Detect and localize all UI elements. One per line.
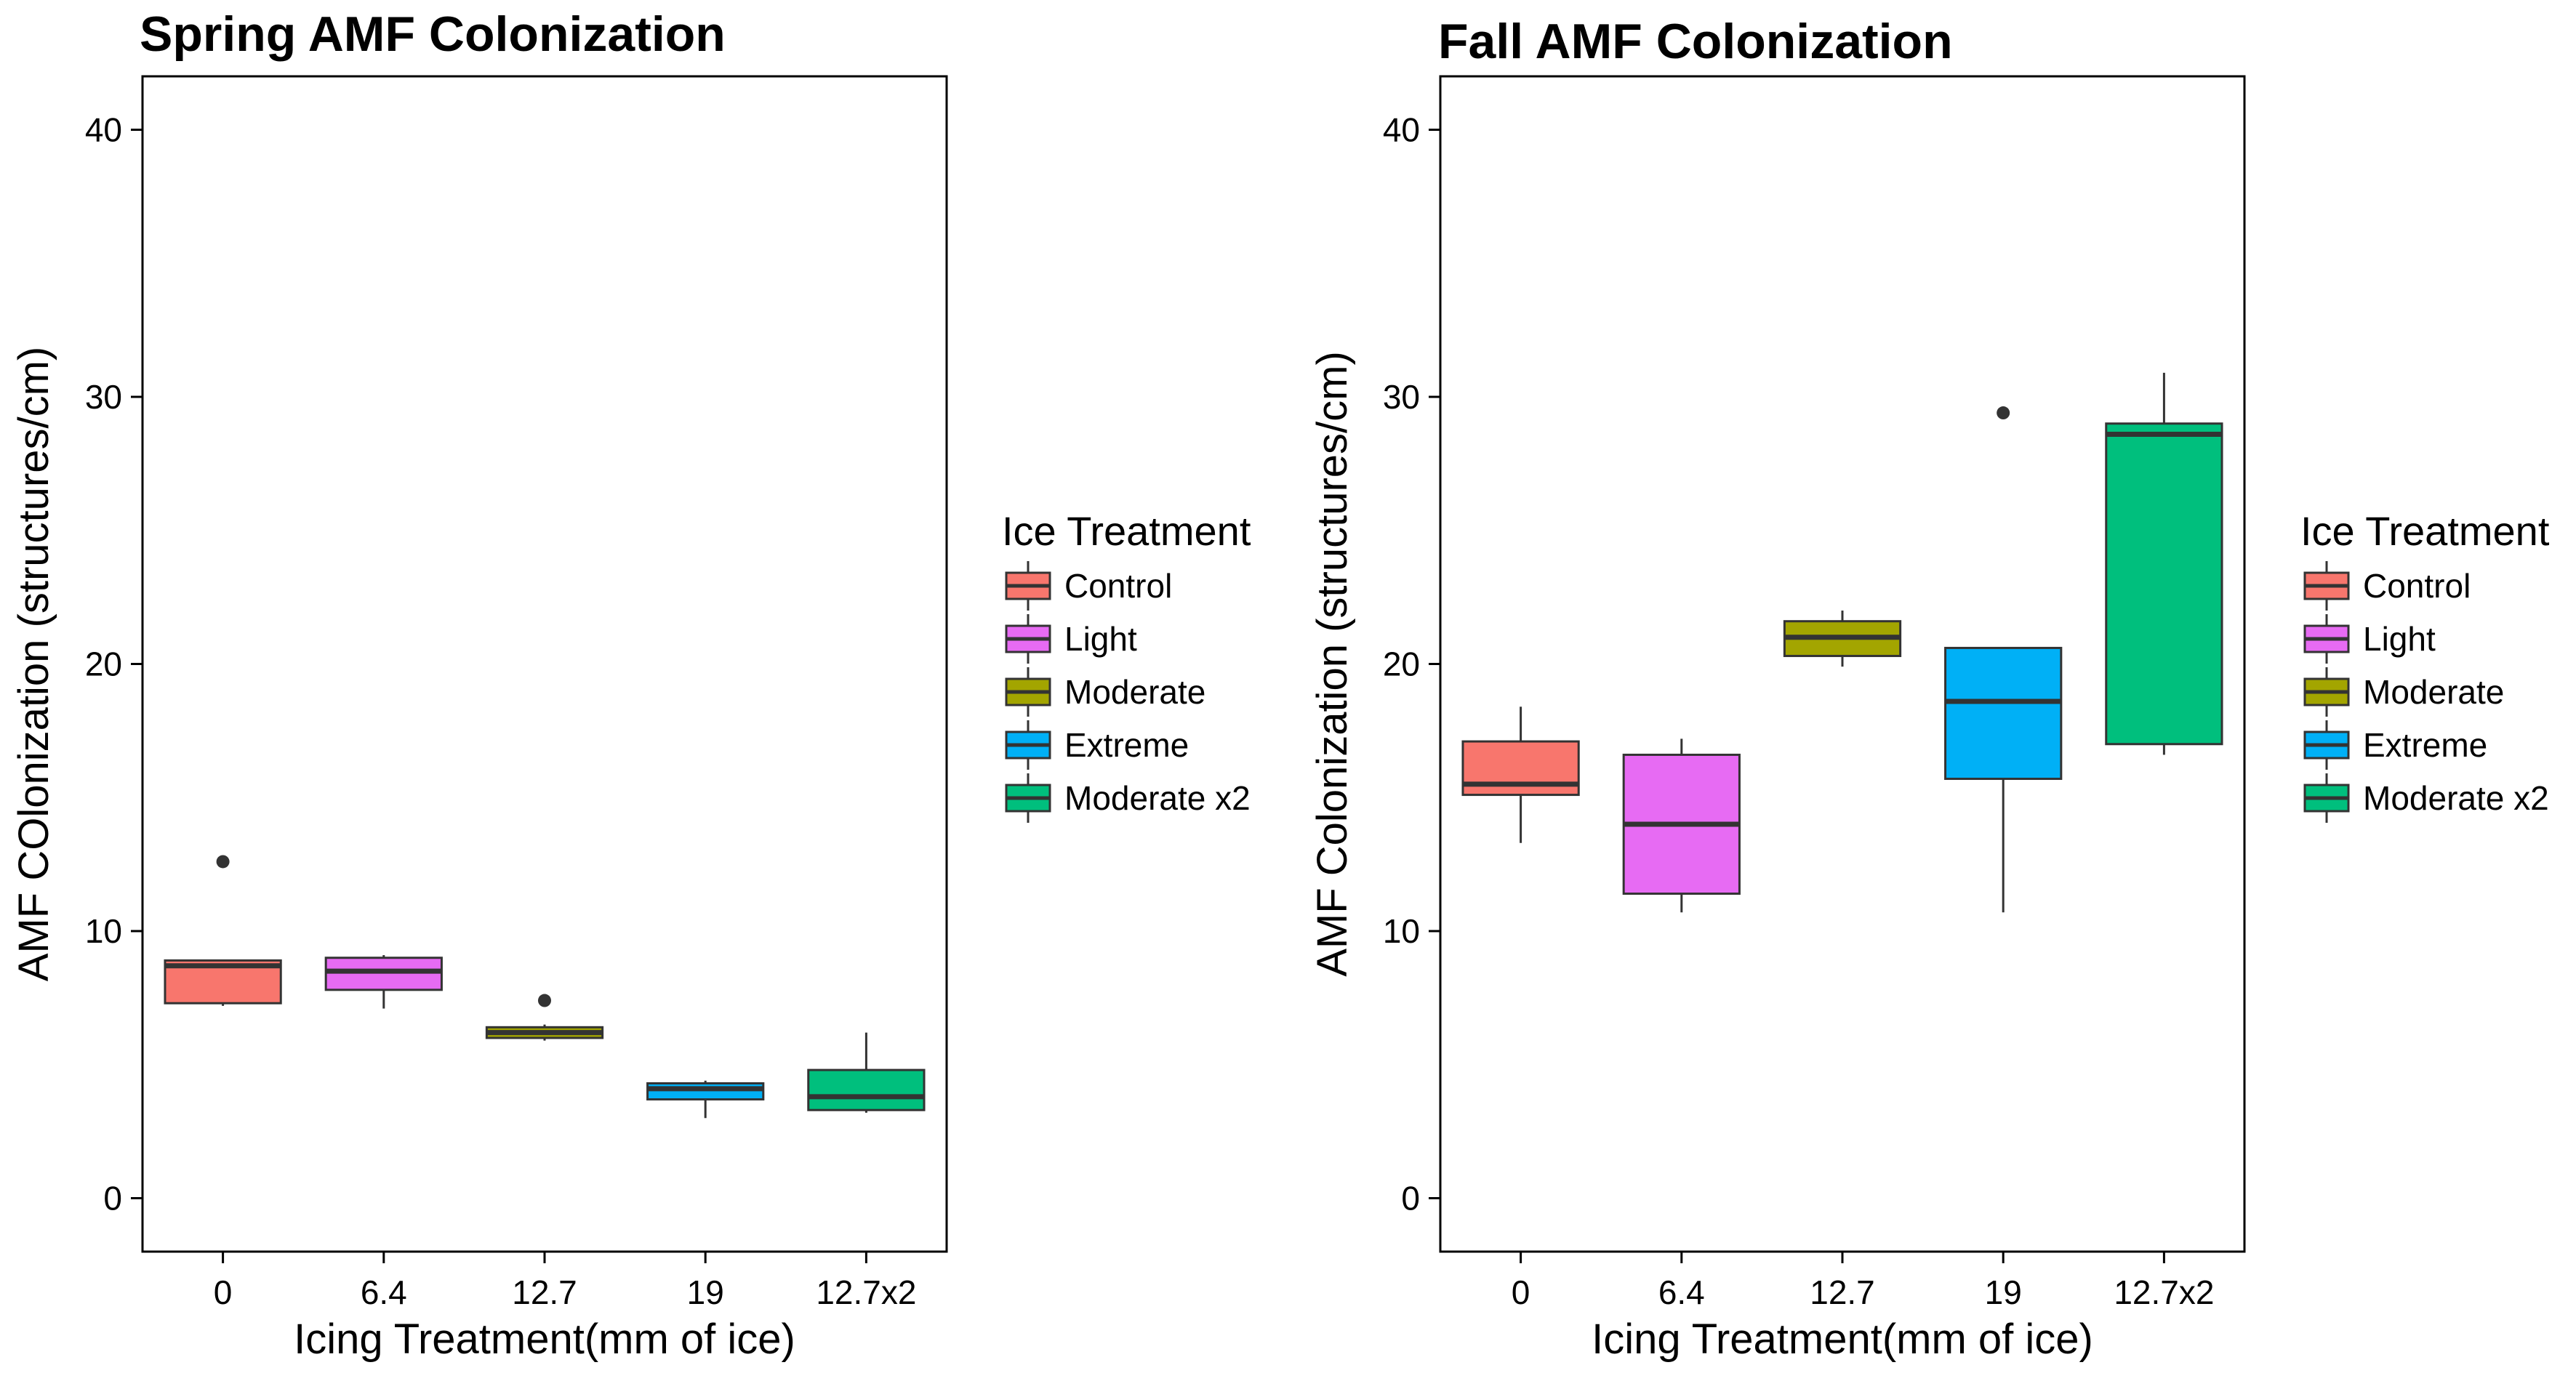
- x-tick-label: 12.7x2: [2114, 1273, 2214, 1311]
- legend-label: Moderate x2: [2363, 779, 2549, 817]
- y-tick-label: 40: [85, 111, 122, 149]
- legend-label: Extreme: [2363, 726, 2487, 764]
- box-light: [324, 955, 443, 1009]
- legend-label: Control: [1064, 567, 1172, 605]
- box-iqr: [1944, 646, 2063, 781]
- legend: Ice Treatment Control Light Moderate Extreme…: [2300, 508, 2550, 823]
- box-extreme: [646, 1080, 765, 1119]
- x-axis-title: Icing Treatment(mm of ice): [294, 1316, 795, 1363]
- legend-label: Moderate: [1064, 673, 1205, 711]
- y-tick-label: 0: [1401, 1180, 1420, 1217]
- legend-label: Moderate x2: [1064, 779, 1251, 817]
- x-axis-title: Icing Treatment(mm of ice): [1592, 1316, 2093, 1363]
- legend-item-moderate-x2: Moderate x2: [2303, 773, 2549, 823]
- panel-fall: Fall AMF Colonization 0 10 20 30 40 0 6.4 12.7 19…: [1309, 14, 2550, 1363]
- outlier-point: [1997, 406, 2010, 420]
- box-light: [1622, 738, 1741, 913]
- y-tick-label: 0: [103, 1180, 122, 1217]
- legend-label: Light: [1064, 620, 1137, 658]
- x-tick-label: 6.4: [361, 1273, 407, 1311]
- x-tick-label: 0: [214, 1273, 233, 1311]
- legend-item-control: Control: [1005, 561, 1172, 611]
- box-iqr: [1461, 740, 1580, 797]
- x-tick-label: 19: [687, 1273, 724, 1311]
- y-axis-title: AMF Colonization (structures/cm): [1309, 351, 1356, 977]
- legend-label: Control: [2363, 567, 2471, 605]
- x-tick-label: 0: [1512, 1273, 1530, 1311]
- box-iqr: [646, 1082, 765, 1101]
- legend-label: Light: [2363, 620, 2436, 658]
- outlier-point: [216, 855, 230, 869]
- legend: Ice Treatment Control Light Moderate Extreme…: [1002, 508, 1251, 823]
- legend-item-extreme: Extreme: [2303, 720, 2487, 770]
- box-control: [1461, 706, 1580, 843]
- box-iqr: [807, 1068, 926, 1111]
- legend-item-light: Light: [2303, 614, 2436, 664]
- box-iqr: [324, 957, 443, 991]
- y-tick-label: 30: [85, 378, 122, 416]
- legend-title: Ice Treatment: [1002, 508, 1251, 554]
- box-iqr: [2105, 422, 2223, 746]
- y-axis-title: AMF COlonization (structures/cm): [10, 347, 57, 981]
- legend-item-moderate: Moderate: [1005, 667, 1205, 717]
- legend-label: Moderate: [2363, 673, 2504, 711]
- chart-title: Fall AMF Colonization: [1438, 14, 1953, 69]
- x-tick-label: 19: [1985, 1273, 2022, 1311]
- box-moderate: [1783, 611, 1902, 667]
- x-tick-label: 6.4: [1658, 1273, 1705, 1311]
- y-tick-label: 40: [1383, 111, 1420, 149]
- y-tick-label: 10: [1383, 912, 1420, 950]
- y-tick-label: 20: [1383, 645, 1420, 683]
- y-tick-label: 20: [85, 645, 122, 683]
- x-tick-label: 12.7: [1810, 1273, 1875, 1311]
- box-extreme: [1944, 406, 2063, 913]
- x-tick-label: 12.7: [512, 1273, 577, 1311]
- box-control: [164, 855, 282, 1006]
- box-moderate-x2: [2105, 372, 2223, 755]
- legend-item-extreme: Extreme: [1005, 720, 1189, 770]
- y-tick-label: 30: [1383, 378, 1420, 416]
- legend-item-control: Control: [2303, 561, 2471, 611]
- panel-spring: Spring AMF Colonization 0 10 20 30 40 0 6.4 12.7…: [10, 7, 1251, 1363]
- box-moderate-x2: [807, 1032, 926, 1113]
- legend-title: Ice Treatment: [2300, 508, 2550, 554]
- box-moderate: [485, 994, 604, 1041]
- x-tick-label: 12.7x2: [816, 1273, 916, 1311]
- legend-label: Extreme: [1064, 726, 1189, 764]
- legend-item-moderate: Moderate: [2303, 667, 2504, 717]
- chart-title: Spring AMF Colonization: [140, 7, 726, 62]
- legend-item-light: Light: [1005, 614, 1137, 664]
- outlier-point: [538, 994, 551, 1007]
- y-tick-label: 10: [85, 912, 122, 950]
- legend-item-moderate-x2: Moderate x2: [1005, 773, 1251, 823]
